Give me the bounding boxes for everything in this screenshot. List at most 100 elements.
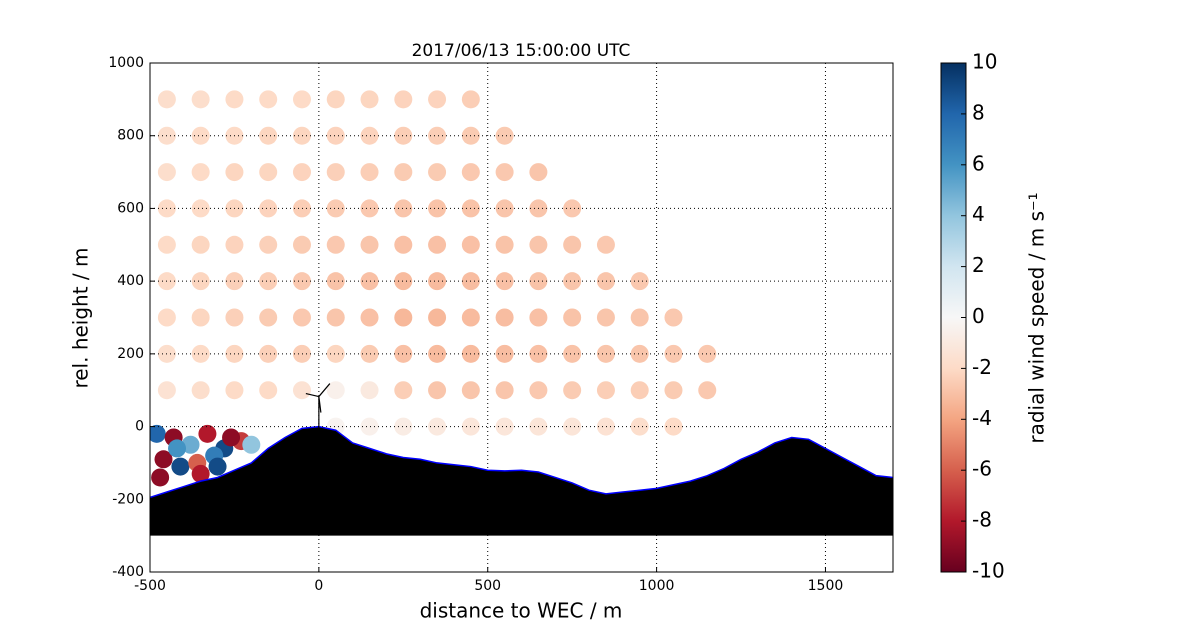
scan-point xyxy=(461,381,480,400)
scan-point xyxy=(151,468,170,487)
colorbar-tick-label: -8 xyxy=(972,508,992,532)
scan-point xyxy=(259,308,278,327)
scan-point xyxy=(326,308,345,327)
scan-point xyxy=(292,126,311,145)
scan-point xyxy=(630,381,649,400)
scan-point xyxy=(428,90,447,109)
scan-point xyxy=(360,90,379,109)
scan-point xyxy=(225,163,244,182)
scan-point xyxy=(428,272,447,291)
scan-point xyxy=(495,344,514,363)
scan-point xyxy=(394,90,413,109)
scan-point xyxy=(171,457,190,476)
colorbar-tick-label: -6 xyxy=(972,457,992,481)
scan-point xyxy=(529,163,548,182)
scan-point xyxy=(495,163,514,182)
scan-point xyxy=(664,344,683,363)
chart-title: 2017/06/13 15:00:00 UTC xyxy=(412,41,631,61)
scan-point xyxy=(360,417,379,436)
scan-point xyxy=(225,308,244,327)
scan-point xyxy=(259,163,278,182)
scan-point xyxy=(154,450,173,469)
scan-point xyxy=(563,381,582,400)
scan-point xyxy=(292,199,311,218)
scan-point xyxy=(596,308,615,327)
scan-point xyxy=(461,308,480,327)
colorbar-tick-label: -2 xyxy=(972,355,992,379)
scan-point xyxy=(191,235,210,254)
scan-point xyxy=(191,126,210,145)
scan-point xyxy=(360,235,379,254)
scan-point xyxy=(495,381,514,400)
y-tick-label: 200 xyxy=(117,346,144,362)
scan-point xyxy=(222,428,241,447)
scan-point xyxy=(428,344,447,363)
scan-point xyxy=(428,308,447,327)
x-tick-label: -500 xyxy=(134,578,166,594)
scan-point xyxy=(630,308,649,327)
scan-point xyxy=(225,381,244,400)
scan-point xyxy=(157,90,176,109)
scan-point xyxy=(495,199,514,218)
scan-point xyxy=(292,163,311,182)
scan-point xyxy=(360,308,379,327)
scan-point xyxy=(360,126,379,145)
scan-point xyxy=(360,381,379,400)
scan-point xyxy=(563,199,582,218)
scan-point xyxy=(563,235,582,254)
scan-point xyxy=(326,126,345,145)
scan-point xyxy=(326,90,345,109)
y-tick-label: 400 xyxy=(117,273,144,289)
scan-point xyxy=(326,344,345,363)
scan-point xyxy=(461,235,480,254)
scan-point xyxy=(259,272,278,291)
scan-point xyxy=(698,344,717,363)
scan-point xyxy=(150,424,166,443)
x-tick-label: 1500 xyxy=(808,578,844,594)
terrain xyxy=(150,426,893,536)
scan-point xyxy=(529,308,548,327)
scan-point xyxy=(292,308,311,327)
scan-point xyxy=(461,163,480,182)
scan-point xyxy=(225,90,244,109)
scan-point xyxy=(326,163,345,182)
scan-point xyxy=(292,235,311,254)
scan-point xyxy=(630,417,649,436)
y-tick-label: 800 xyxy=(117,128,144,144)
scan-point xyxy=(292,90,311,109)
scan-point xyxy=(428,163,447,182)
turbine-blade xyxy=(305,392,319,398)
y-tick-label: 0 xyxy=(135,419,144,435)
scan-point xyxy=(360,163,379,182)
scan-point xyxy=(259,344,278,363)
x-tick-label: 0 xyxy=(314,578,323,594)
colorbar-label: radial wind speed / m s⁻¹ xyxy=(1025,192,1049,443)
colorbar-tick-label: 6 xyxy=(972,151,985,175)
scan-point xyxy=(630,272,649,291)
colorbar-tick-label: 4 xyxy=(972,202,985,226)
scan-point xyxy=(630,344,649,363)
plot-frame xyxy=(149,62,894,573)
scan-point xyxy=(394,381,413,400)
scan-point xyxy=(529,235,548,254)
scan-point xyxy=(326,199,345,218)
scan-point xyxy=(664,381,683,400)
colorbar-tick-label: 8 xyxy=(972,100,985,124)
scan-point xyxy=(191,272,210,291)
scan-point xyxy=(394,163,413,182)
scan-point xyxy=(259,235,278,254)
x-tick-label: 500 xyxy=(474,578,501,594)
scan-point xyxy=(225,235,244,254)
y-tick-label: -400 xyxy=(112,564,144,580)
scan-point xyxy=(157,235,176,254)
scan-point xyxy=(664,308,683,327)
scan-point xyxy=(191,308,210,327)
scan-point xyxy=(563,308,582,327)
scan-point xyxy=(596,417,615,436)
scan-point xyxy=(360,199,379,218)
scan-point xyxy=(191,163,210,182)
scan-point xyxy=(394,235,413,254)
scan-point xyxy=(157,381,176,400)
scan-point xyxy=(259,381,278,400)
scan-point xyxy=(394,417,413,436)
